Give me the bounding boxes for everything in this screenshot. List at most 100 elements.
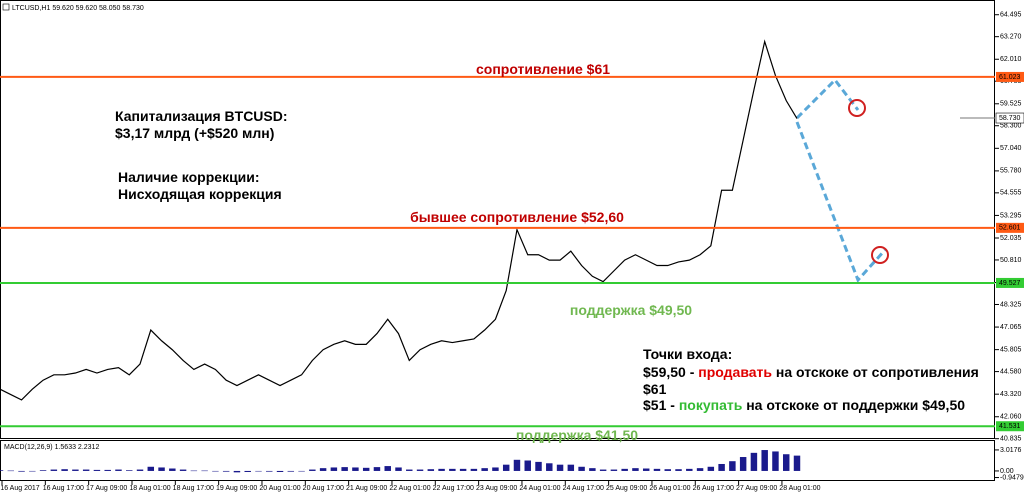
y-tick-label: 63.270 [1000, 34, 1022, 41]
y-tick-label: 54.555 [1000, 190, 1022, 197]
macd-bar [772, 451, 779, 471]
y-tick-label: 50.810 [1000, 257, 1022, 264]
annotation: Точки входа: [643, 346, 732, 362]
macd-bar [244, 470, 251, 472]
macd-bar [126, 470, 133, 471]
macd-bar [82, 469, 90, 471]
level-label-box [996, 421, 1024, 432]
macd-bar [50, 469, 58, 471]
macd-bar [567, 464, 575, 471]
macd-bar [449, 468, 456, 471]
macd-bar [179, 469, 187, 471]
macd-bar [222, 470, 230, 472]
annotation: $59,50 - продавать на отскоке от сопроти… [643, 364, 979, 380]
macd-bar [309, 469, 316, 471]
macd-bar [104, 469, 111, 471]
x-tick-label: 27 Aug 09:00 [736, 485, 777, 492]
macd-title: MACD(12,26,9) 1.5633 2.2312 [4, 444, 99, 451]
x-tick-label: 20 Aug 17:00 [303, 485, 344, 492]
forecast-up [795, 77, 860, 120]
chart-header: LTCUSD,H1 59.620 59.620 58.050 58.730 [12, 5, 144, 12]
target-circle [848, 99, 866, 117]
macd-bar [427, 469, 435, 471]
macd-bar [169, 468, 176, 471]
macd-bar [190, 470, 198, 472]
y-tick-label: 44.580 [1000, 368, 1022, 375]
y-tick-label: 43.320 [1000, 391, 1022, 398]
macd-bar [276, 470, 284, 472]
y-tick-label: 42.060 [1000, 414, 1022, 421]
x-tick-label: 26 Aug 17:00 [693, 485, 734, 492]
macd-bar [664, 469, 671, 471]
macd-bar [556, 464, 564, 471]
macd-bar [686, 468, 693, 471]
y-tick-label: 53.295 [1000, 212, 1022, 219]
x-tick-label: 19 Aug 09:00 [216, 485, 257, 492]
macd-bar [287, 470, 295, 472]
macd-bar [72, 469, 79, 471]
macd-bar [29, 470, 36, 472]
annotation-part: сопротивление $61 [476, 61, 610, 77]
y-tick-label: 0.00 [1000, 468, 1014, 475]
annotation-part: поддержка $41,50 [516, 427, 638, 443]
macd-bar [255, 470, 262, 472]
macd-bar [266, 470, 273, 472]
macd-bar [492, 467, 499, 471]
macd-bar [330, 467, 338, 471]
macd-bar [298, 470, 305, 472]
x-tick-label: 18 Aug 17:00 [173, 485, 214, 492]
macd-bar [610, 469, 618, 471]
macd-panel-frame [0, 440, 995, 481]
level-label: 49.527 [999, 280, 1021, 287]
macd-bar [578, 466, 585, 471]
annotation: сопротивление $61 [476, 61, 610, 77]
x-tick-label: 25 Aug 09:00 [606, 485, 647, 492]
annotation: поддержка $49,50 [570, 302, 692, 318]
macd-bar [546, 463, 553, 471]
macd-bar [7, 470, 15, 472]
annotation-part: $61 [643, 381, 667, 397]
x-tick-label: 16 Aug 17:00 [43, 485, 84, 492]
macd-bar [384, 466, 391, 471]
annotation-part: Нисходящая коррекция [118, 186, 282, 202]
last-price-box [995, 112, 1024, 124]
annotation: $61 [643, 381, 667, 397]
level-label: 61.023 [999, 74, 1021, 81]
macd-bar [438, 468, 445, 471]
macd-bar [632, 468, 639, 471]
macd-bar [319, 468, 327, 471]
macd-bar [782, 454, 790, 471]
y-tick-label: 40.835 [1000, 436, 1022, 443]
macd-bar [201, 470, 208, 472]
macd-bar [39, 470, 47, 471]
y-tick-label: 59.525 [1000, 101, 1022, 108]
macd-bar [212, 470, 219, 472]
y-tick-label: 55.780 [1000, 168, 1022, 175]
level-label: 41.531 [999, 423, 1021, 430]
x-tick-label: 24 Aug 17:00 [563, 485, 604, 492]
y-tick-label: -0.9479 [1000, 474, 1024, 481]
x-tick-label: 21 Aug 09:00 [346, 485, 387, 492]
annotation-part: $51 - [643, 397, 679, 413]
x-tick-label: 26 Aug 01:00 [649, 485, 690, 492]
macd-bar [352, 467, 359, 471]
macd-bar [136, 469, 144, 471]
macd-bar [535, 461, 542, 471]
annotation: Капитализация BTCUSD: [115, 108, 288, 124]
annotation: Наличие коррекции: [118, 169, 260, 185]
annotation-part: $3,17 млрд (+$520 млн) [115, 125, 274, 141]
annotation-part: бывшее сопротивление $52,60 [410, 209, 624, 225]
macd-bar [513, 459, 521, 471]
main-panel-frame [0, 0, 995, 439]
macd-bar [589, 468, 596, 471]
macd-bar [470, 468, 478, 471]
macd-bar [147, 466, 155, 471]
x-tick-label: 17 Aug 09:00 [86, 485, 127, 492]
macd-bar [395, 467, 402, 471]
annotation-part: на отскоке от сопротивления [772, 364, 979, 380]
macd-bar [481, 468, 488, 471]
macd-bar [459, 468, 467, 471]
x-tick-label: 28 Aug 01:00 [779, 485, 820, 492]
y-tick-label: 3.0176 [1000, 447, 1022, 454]
